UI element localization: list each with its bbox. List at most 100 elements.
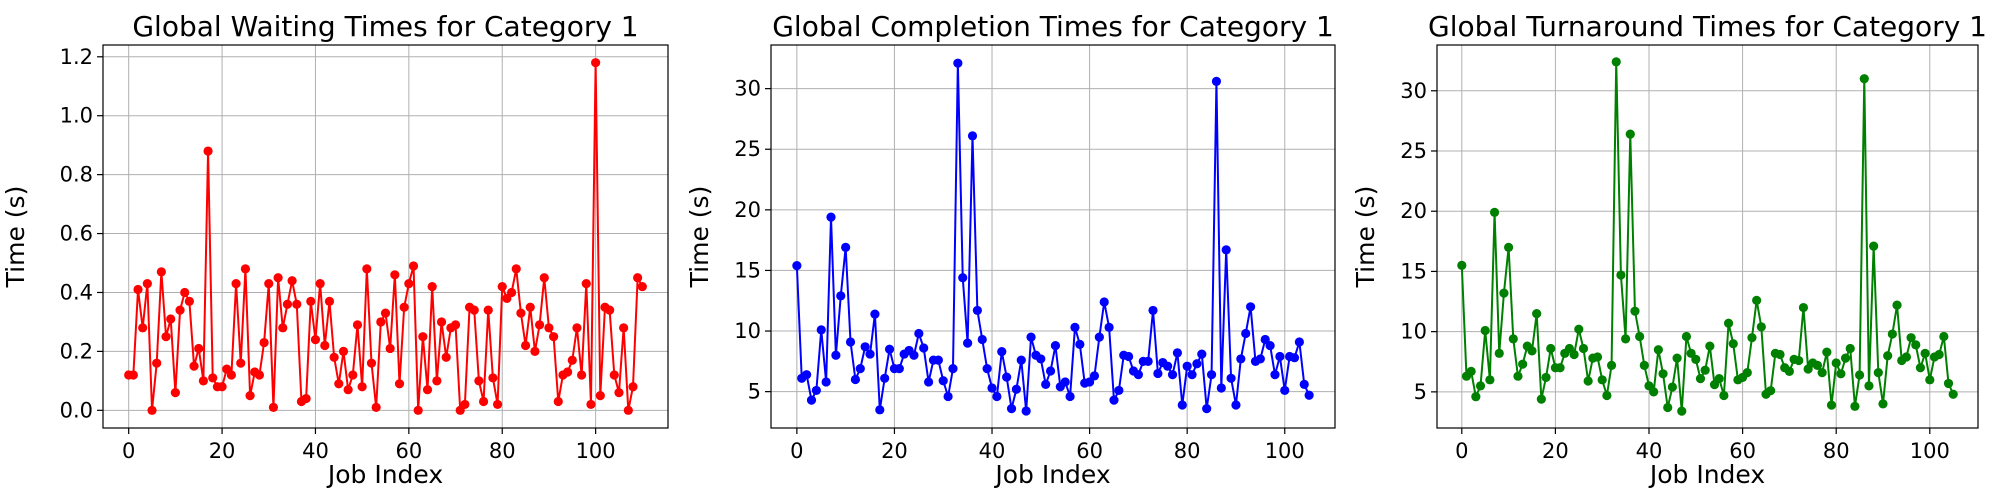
data-point — [1784, 366, 1794, 376]
x-tick-label: 60 — [1729, 439, 1756, 463]
data-point — [1723, 318, 1734, 328]
data-point — [933, 355, 943, 365]
data-point — [534, 320, 545, 330]
data-point — [1275, 351, 1285, 362]
data-point — [1775, 349, 1785, 360]
data-point — [301, 393, 311, 404]
data-point — [1869, 241, 1879, 251]
data-point — [1840, 353, 1851, 363]
x-tick-label: 40 — [979, 439, 1006, 463]
data-point — [967, 131, 978, 141]
data-point — [1527, 346, 1537, 356]
data-point — [506, 287, 517, 298]
x-tick-label: 20 — [881, 439, 908, 463]
data-point — [273, 273, 283, 283]
data-point — [1625, 129, 1635, 139]
data-point — [1050, 340, 1061, 351]
x-tick-label: 0 — [1455, 439, 1468, 463]
data-point — [1508, 334, 1518, 344]
data-point — [1677, 406, 1687, 416]
data-point — [943, 391, 953, 402]
data-point — [831, 350, 841, 360]
data-point — [1569, 349, 1579, 360]
data-point — [287, 276, 297, 286]
data-point — [184, 296, 194, 306]
data-point — [1541, 372, 1551, 383]
x-tick-label: 80 — [489, 439, 516, 463]
data-point — [278, 323, 288, 333]
data-point — [208, 373, 218, 383]
data-point — [958, 273, 968, 283]
data-point — [884, 344, 895, 354]
data-point — [334, 379, 344, 389]
y-axis-label: Time (s) — [1351, 186, 1380, 289]
data-point — [1798, 302, 1809, 313]
data-point — [436, 317, 447, 327]
data-point — [1854, 370, 1865, 380]
x-tick-label: 20 — [209, 439, 236, 463]
data-point — [1124, 351, 1134, 362]
data-point — [1109, 395, 1119, 405]
data-point — [357, 382, 367, 392]
data-point — [1518, 359, 1528, 369]
y-tick-label: 10 — [1400, 320, 1427, 344]
data-point — [1850, 401, 1860, 411]
data-point — [605, 305, 615, 315]
data-point — [306, 296, 316, 306]
chart-panel-1: 0 20 40 60 80 100 0.0 0.2 0.4 0.6 0.8 1.0 1.2 Global … — [1, 10, 669, 489]
data-point — [1578, 343, 1589, 354]
data-point — [530, 346, 540, 356]
data-point — [1245, 302, 1256, 312]
data-point — [586, 399, 596, 410]
data-point — [310, 335, 321, 345]
y-tick-label: 30 — [734, 77, 761, 101]
y-tick-label: 30 — [1400, 79, 1427, 103]
data-point — [348, 370, 358, 380]
data-point — [142, 279, 152, 289]
data-point — [1836, 369, 1846, 379]
y-tick-label: 25 — [1400, 139, 1427, 163]
data-point — [1663, 402, 1673, 413]
series-line — [128, 62, 644, 414]
data-point — [1513, 371, 1523, 381]
data-point — [1822, 347, 1832, 357]
data-point — [581, 279, 591, 289]
data-point — [1070, 322, 1080, 333]
series-line — [1460, 61, 1955, 412]
data-point — [1060, 377, 1070, 387]
data-point — [548, 332, 559, 342]
data-point — [1182, 361, 1192, 371]
data-point — [385, 343, 395, 354]
x-axis-label: Job Index — [326, 460, 443, 489]
data-point — [1639, 360, 1649, 370]
x-tick-label: 60 — [1076, 439, 1103, 463]
data-point — [1892, 300, 1902, 310]
data-point — [1065, 391, 1075, 402]
data-point — [1901, 352, 1911, 362]
data-point — [923, 377, 934, 387]
data-point — [806, 395, 817, 405]
data-point — [483, 305, 493, 315]
data-point — [1883, 351, 1893, 361]
y-tick-label: 0.2 — [60, 339, 93, 363]
data-point — [525, 302, 535, 312]
data-point — [1635, 331, 1645, 342]
series-line — [795, 63, 1311, 412]
data-point — [1494, 348, 1504, 358]
chart-title: Global Turnaround Times for Category 1 — [1428, 10, 1987, 43]
data-point — [1817, 367, 1827, 378]
data-point — [938, 376, 948, 386]
data-point — [1280, 385, 1290, 396]
data-point — [792, 260, 802, 271]
data-point — [152, 358, 162, 368]
data-point — [880, 373, 890, 383]
data-point — [1602, 390, 1612, 401]
chart-panel-2: 0 20 40 60 80 100 5 10 15 20 25 30 Global Completion… — [685, 10, 1336, 489]
data-point — [189, 361, 199, 371]
data-point — [329, 352, 339, 362]
data-point — [1925, 375, 1935, 385]
x-tick-label: 80 — [1174, 439, 1201, 463]
data-point — [450, 320, 461, 330]
data-point — [1143, 356, 1153, 366]
data-point — [637, 281, 647, 292]
